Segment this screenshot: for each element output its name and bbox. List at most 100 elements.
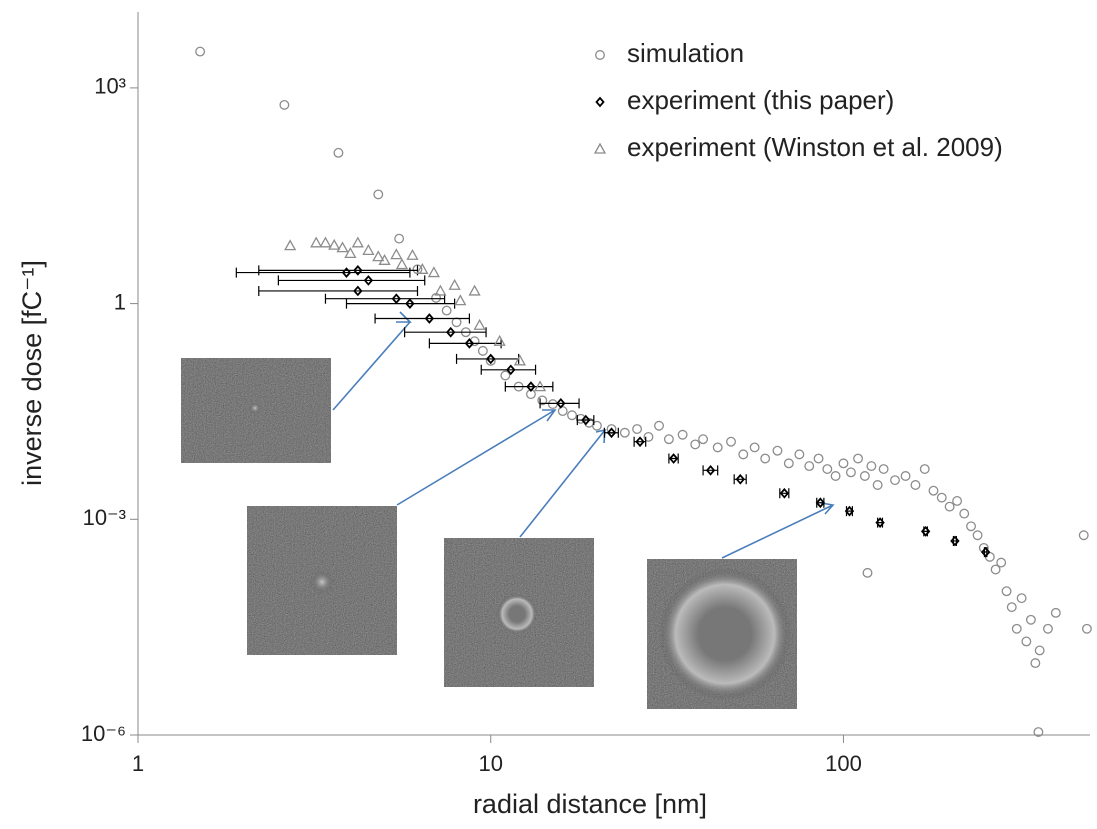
marker-circle xyxy=(936,492,947,503)
marker-diamond xyxy=(875,517,885,528)
marker-circle xyxy=(928,485,939,496)
marker-circle xyxy=(690,439,701,450)
marker-triangle xyxy=(310,236,323,248)
error-bar xyxy=(277,275,426,286)
marker-circle xyxy=(972,530,983,541)
marker-circle xyxy=(477,345,488,356)
marker-triangle xyxy=(533,380,547,392)
marker-triangle xyxy=(454,294,467,306)
marker-circle xyxy=(772,445,783,456)
marker-circle xyxy=(966,521,976,532)
marker-circle xyxy=(738,449,749,460)
marker-circle xyxy=(890,475,900,486)
marker-triangle xyxy=(336,241,349,253)
arrow xyxy=(332,311,412,411)
marker-circle xyxy=(1001,586,1012,597)
marker-circle xyxy=(537,395,548,406)
marker-circle xyxy=(632,424,643,434)
marker-circle xyxy=(451,317,462,328)
marker-circle xyxy=(760,453,771,464)
marker-diamond xyxy=(815,497,826,509)
marker-diamond xyxy=(464,337,475,349)
marker-circle xyxy=(394,233,405,244)
marker-circle xyxy=(978,542,989,553)
marker-circle xyxy=(1006,602,1017,613)
y-tick-label: 10⁻⁶ xyxy=(81,721,126,746)
marker-triangle xyxy=(344,247,357,258)
marker-diamond xyxy=(668,453,679,464)
marker-triangle xyxy=(473,318,486,330)
marker-triangle xyxy=(284,239,297,251)
inset-image xyxy=(444,538,594,687)
marker-diamond xyxy=(980,546,991,558)
error-bar xyxy=(576,415,595,426)
marker-circle xyxy=(830,471,841,481)
marker-circle xyxy=(996,557,1007,568)
marker-circle xyxy=(866,461,877,472)
marker-circle xyxy=(1033,727,1044,737)
inset-image xyxy=(647,559,797,709)
marker-circle xyxy=(557,406,568,417)
marker-circle xyxy=(575,413,586,424)
marker-triangle xyxy=(395,258,409,270)
error-bar xyxy=(345,298,456,309)
marker-circle xyxy=(373,189,384,200)
error-bar xyxy=(504,381,554,392)
marker-circle xyxy=(783,458,794,469)
marker-circle xyxy=(822,464,833,474)
marker-diamond xyxy=(341,267,352,278)
marker-circle xyxy=(1016,593,1027,604)
marker-diamond xyxy=(705,464,716,476)
marker-circle xyxy=(919,464,930,474)
error-bar xyxy=(923,526,929,537)
marker-circle xyxy=(1025,614,1036,625)
marker-triangle xyxy=(319,236,332,248)
marker-circle xyxy=(619,427,630,438)
marker-triangle xyxy=(378,253,391,265)
marker-triangle xyxy=(362,244,375,256)
marker-circle xyxy=(853,453,864,464)
marker-circle xyxy=(872,480,883,490)
marker-circle xyxy=(643,431,654,442)
marker-circle xyxy=(862,567,873,578)
marker-circle xyxy=(333,147,344,158)
y-tick-label: 1 xyxy=(114,289,126,314)
marker-diamond xyxy=(405,298,415,309)
marker-diamond xyxy=(635,436,645,448)
marker-triangle xyxy=(351,236,364,248)
arrows xyxy=(332,311,835,559)
y-tick-label: 10⁻³ xyxy=(83,505,126,530)
marker-circle xyxy=(900,471,911,481)
marker-circle xyxy=(279,99,290,110)
error-bar xyxy=(539,398,580,409)
marker-diamond xyxy=(950,535,960,547)
marker-circle xyxy=(838,458,849,469)
marker-circle xyxy=(1021,636,1032,647)
marker-diamond xyxy=(506,364,516,376)
error-bar xyxy=(374,313,470,324)
inset-image xyxy=(247,506,397,655)
inset-image xyxy=(181,358,331,463)
marker-diamond xyxy=(779,487,790,499)
x-tick-label: 1 xyxy=(132,751,144,776)
marker-circle xyxy=(698,434,709,445)
marker-triangle xyxy=(390,248,403,260)
marker-circle xyxy=(804,461,815,472)
marker-circle xyxy=(794,449,805,460)
marker-triangle xyxy=(493,334,506,346)
marker-diamond xyxy=(363,275,374,286)
marker-diamond xyxy=(486,353,496,365)
marker-circle xyxy=(990,564,1001,575)
marker-diamond xyxy=(844,505,855,517)
marker-diamond xyxy=(556,397,566,409)
marker-triangle xyxy=(406,248,419,260)
marker-diamond xyxy=(445,326,456,338)
marker-triangle xyxy=(372,250,385,262)
marker-circle xyxy=(1078,530,1089,541)
error-bar xyxy=(404,327,487,338)
marker-circle xyxy=(1081,623,1092,634)
marker-circle xyxy=(1050,607,1061,618)
marker-circle xyxy=(606,424,617,434)
